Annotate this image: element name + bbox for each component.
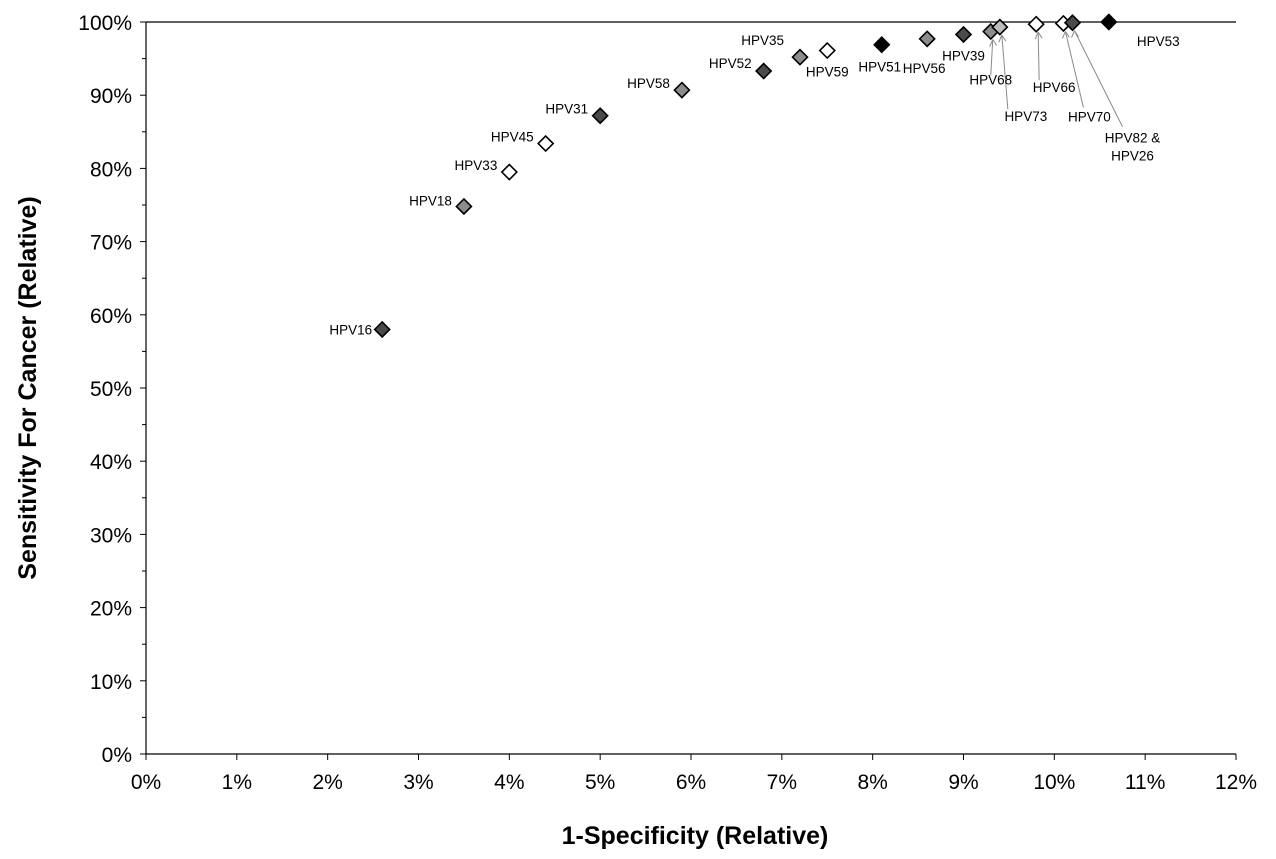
data-point	[791, 48, 809, 66]
axes	[140, 21, 1237, 760]
data-point	[755, 62, 773, 80]
point-label: HPV68	[969, 73, 1012, 88]
leader-arrowhead	[998, 34, 1007, 43]
y-tick-label: 30%	[90, 524, 132, 547]
y-tick-label: 60%	[90, 305, 132, 328]
point-label: HPV31	[545, 102, 588, 117]
leader-line	[1037, 32, 1040, 81]
point-label: HPV26	[1111, 149, 1154, 164]
x-tick-label: 5%	[585, 771, 615, 794]
point-label: HPV59	[806, 65, 849, 80]
x-tick-label: 0%	[131, 771, 161, 794]
x-tick-label: 3%	[403, 771, 433, 794]
data-point	[591, 107, 609, 125]
point-label: HPV53	[1137, 34, 1180, 49]
data-point	[918, 30, 936, 48]
data-point	[873, 36, 891, 54]
y-tick-label: 70%	[90, 232, 132, 255]
point-label: HPV52	[709, 56, 752, 71]
leader-lines	[989, 30, 1123, 127]
point-label: HPV33	[455, 158, 498, 173]
y-tick-label: 90%	[90, 85, 132, 108]
x-tick-label: 7%	[767, 771, 797, 794]
data-point	[673, 81, 691, 99]
data-point	[455, 197, 473, 216]
leader-line	[1074, 30, 1123, 127]
leader-arrowhead	[1034, 31, 1043, 40]
data-point	[500, 163, 518, 181]
data-point	[818, 41, 836, 60]
y-tick-label: 10%	[90, 671, 132, 694]
data-point	[537, 134, 555, 153]
y-tick-label: 20%	[90, 598, 132, 621]
point-label: HPV70	[1068, 109, 1111, 124]
point-label: HPV16	[329, 322, 372, 337]
leader-line	[1001, 35, 1009, 110]
leader-arrowhead	[1061, 31, 1070, 39]
data-point	[1027, 15, 1045, 33]
y-tick-label: 100%	[78, 12, 132, 35]
leader-arrowhead	[1071, 30, 1079, 38]
leader-line	[1064, 31, 1084, 108]
data-point	[1100, 13, 1118, 31]
point-label: HPV45	[491, 130, 534, 145]
x-tick-label: 9%	[948, 771, 978, 794]
y-axis-title: Sensitivity For Cancer (Relative)	[14, 196, 42, 579]
x-tick-label: 2%	[312, 771, 342, 794]
point-labels: HPV16 HPV18 HPV33 HPV45 HPV31 HPV58 HPV52 HPV35…	[329, 33, 1179, 337]
y-tick-label: 50%	[90, 378, 132, 401]
y-tick-label: 0%	[102, 744, 132, 767]
leader-line	[990, 39, 994, 76]
point-label: HPV51	[858, 60, 901, 75]
y-tick-label: 40%	[90, 451, 132, 474]
data-point	[991, 18, 1009, 36]
point-label: HPV56	[903, 61, 946, 76]
point-label: HPV82 &	[1105, 131, 1161, 146]
x-tick-label: 12%	[1215, 771, 1257, 794]
leader-arrowhead	[989, 39, 998, 47]
point-label: HPV58	[627, 76, 670, 91]
point-label: HPV73	[1004, 109, 1047, 124]
x-tick-label: 11%	[1125, 771, 1165, 794]
point-label: HPV18	[409, 193, 452, 208]
data-point	[954, 25, 973, 44]
x-tick-label: 1%	[222, 771, 252, 794]
point-label: HPV39	[942, 48, 985, 63]
x-tick-label: 6%	[676, 771, 706, 794]
x-axis-title: 1-Specificity (Relative)	[562, 822, 829, 850]
point-label: HPV35	[741, 33, 784, 48]
x-tick-label: 4%	[494, 771, 524, 794]
point-label: HPV66	[1033, 80, 1076, 95]
x-tick-label: 10%	[1033, 771, 1075, 794]
data-points	[373, 13, 1118, 339]
y-tick-label: 80%	[90, 158, 132, 181]
data-point	[1063, 14, 1082, 32]
data-point	[373, 320, 391, 339]
tick-labels: 0% 1% 2% 3% 4% 5% 6% 7% 8% 9% 10% 11% 12% 0% 10% 20% 30%…	[78, 12, 1257, 794]
x-tick-label: 8%	[857, 771, 887, 794]
